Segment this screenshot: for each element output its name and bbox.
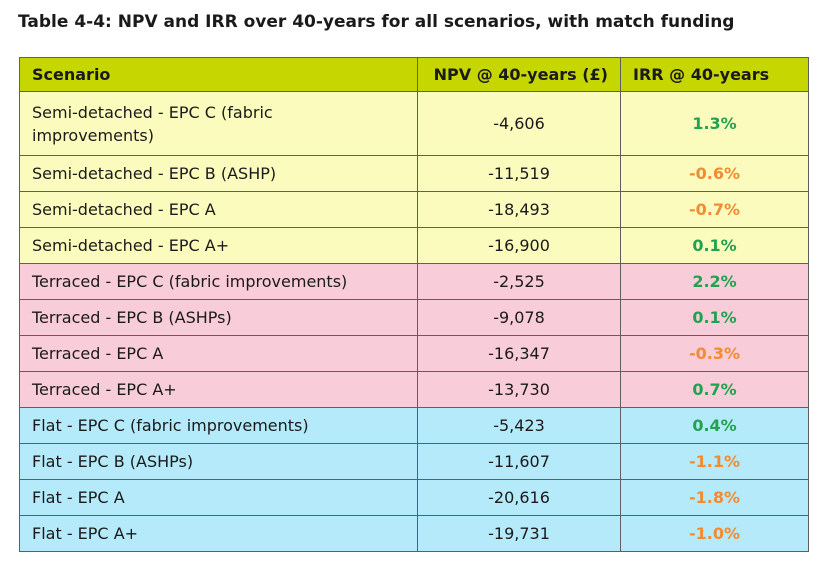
irr-cell: -0.3%: [620, 335, 809, 372]
npv-cell: -2,525: [417, 263, 621, 300]
npv-cell: -9,078: [417, 299, 621, 336]
irr-cell: 0.4%: [620, 407, 809, 444]
column-header-irr: IRR @ 40-years: [620, 57, 809, 92]
irr-cell: 2.2%: [620, 263, 809, 300]
table-row: Semi-detached - EPC B (ASHP) -11,519 -0.…: [19, 155, 809, 192]
scenario-cell: Semi-detached - EPC C (fabric improvemen…: [19, 91, 418, 156]
table-row: Terraced - EPC B (ASHPs) -9,078 0.1%: [19, 299, 809, 336]
scenario-cell: Terraced - EPC A: [19, 335, 418, 372]
scenario-cell: Terraced - EPC C (fabric improvements): [19, 263, 418, 300]
column-header-scenario: Scenario: [19, 57, 418, 92]
scenario-cell: Flat - EPC B (ASHPs): [19, 443, 418, 480]
table-row: Terraced - EPC C (fabric improvements) -…: [19, 263, 809, 300]
table-row: Semi-detached - EPC A+ -16,900 0.1%: [19, 227, 809, 264]
irr-cell: -1.1%: [620, 443, 809, 480]
npv-cell: -18,493: [417, 191, 621, 228]
table-row: Semi-detached - EPC A -18,493 -0.7%: [19, 191, 809, 228]
table-row: Semi-detached - EPC C (fabric improvemen…: [19, 91, 809, 156]
irr-cell: 0.7%: [620, 371, 809, 408]
scenario-cell: Terraced - EPC A+: [19, 371, 418, 408]
table-caption: Table 4-4: NPV and IRR over 40-years for…: [18, 12, 735, 32]
irr-cell: 1.3%: [620, 91, 809, 156]
npv-cell: -5,423: [417, 407, 621, 444]
npv-cell: -16,347: [417, 335, 621, 372]
irr-cell: -1.8%: [620, 479, 809, 516]
npv-cell: -19,731: [417, 515, 621, 552]
irr-cell: 0.1%: [620, 227, 809, 264]
scenario-cell: Flat - EPC A+: [19, 515, 418, 552]
scenario-cell: Flat - EPC C (fabric improvements): [19, 407, 418, 444]
scenario-cell: Flat - EPC A: [19, 479, 418, 516]
irr-cell: -0.6%: [620, 155, 809, 192]
table-row: Flat - EPC A+ -19,731 -1.0%: [19, 515, 809, 552]
npv-cell: -11,519: [417, 155, 621, 192]
irr-cell: 0.1%: [620, 299, 809, 336]
table-row: Terraced - EPC A -16,347 -0.3%: [19, 335, 809, 372]
table-header-row: Scenario NPV @ 40-years (£) IRR @ 40-yea…: [19, 57, 809, 92]
scenario-cell: Semi-detached - EPC A+: [19, 227, 418, 264]
table-row: Terraced - EPC A+ -13,730 0.7%: [19, 371, 809, 408]
npv-cell: -11,607: [417, 443, 621, 480]
irr-cell: -1.0%: [620, 515, 809, 552]
table-row: Flat - EPC C (fabric improvements) -5,42…: [19, 407, 809, 444]
npv-irr-table: Scenario NPV @ 40-years (£) IRR @ 40-yea…: [19, 57, 809, 552]
npv-cell: -13,730: [417, 371, 621, 408]
table-row: Flat - EPC B (ASHPs) -11,607 -1.1%: [19, 443, 809, 480]
npv-cell: -4,606: [417, 91, 621, 156]
scenario-cell: Semi-detached - EPC A: [19, 191, 418, 228]
column-header-npv: NPV @ 40-years (£): [417, 57, 621, 92]
table-row: Flat - EPC A -20,616 -1.8%: [19, 479, 809, 516]
irr-cell: -0.7%: [620, 191, 809, 228]
npv-cell: -20,616: [417, 479, 621, 516]
scenario-cell: Semi-detached - EPC B (ASHP): [19, 155, 418, 192]
npv-cell: -16,900: [417, 227, 621, 264]
scenario-cell: Terraced - EPC B (ASHPs): [19, 299, 418, 336]
